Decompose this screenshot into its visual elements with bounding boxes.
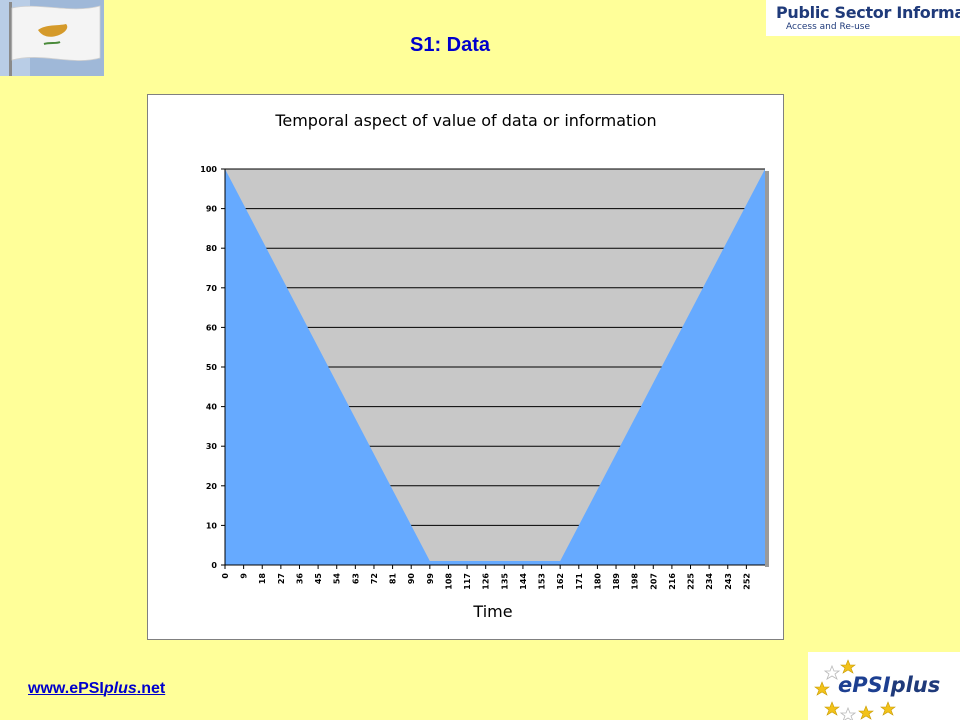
slide-title: S1: Data — [409, 34, 491, 56]
x-tick-label: 144 — [519, 573, 528, 590]
y-tick-label: 50 — [206, 363, 218, 372]
star-icon — [814, 681, 830, 696]
y-tick-label: 70 — [206, 284, 218, 293]
y-tick-label: 90 — [206, 205, 218, 214]
plot-shadow — [765, 171, 769, 567]
area-chart: Temporal aspect of value of data or info… — [200, 111, 769, 621]
y-tick-label: 40 — [206, 403, 218, 412]
footer-link-prefix: www.ePSI — [28, 680, 104, 697]
star-icon — [824, 701, 840, 716]
y-tick-label: 30 — [206, 442, 218, 451]
x-tick-label: 0 — [221, 573, 230, 579]
x-tick-label: 243 — [724, 573, 733, 590]
x-tick-label: 171 — [575, 573, 584, 590]
x-tick-label: 225 — [687, 573, 696, 590]
epsi-logo-suffix: plus — [890, 673, 941, 697]
x-tick-label: 27 — [277, 573, 286, 584]
x-tick-label: 18 — [258, 573, 267, 585]
y-tick-label: 20 — [206, 482, 218, 491]
x-tick-label: 90 — [407, 573, 416, 585]
epsiplus-website-link[interactable]: www.ePSIplus.net — [28, 680, 165, 698]
x-tick-label: 99 — [426, 573, 435, 585]
star-outline-icon — [823, 664, 841, 680]
psi-logo-title: Public Sector Information — [776, 3, 960, 22]
x-tick-label: 180 — [593, 573, 602, 590]
x-tick-label: 135 — [500, 573, 509, 590]
psi-logo: Public Sector Information Access and Re-… — [766, 0, 960, 36]
footer-link-suffix: .net — [136, 680, 166, 697]
psi-logo-subtitle: Access and Re-use — [786, 22, 871, 32]
x-tick-label: 108 — [444, 573, 453, 590]
y-tick-label: 0 — [211, 561, 217, 570]
star-outline-icon — [839, 706, 857, 720]
x-tick-label: 63 — [351, 573, 360, 584]
x-tick-label: 45 — [314, 573, 323, 585]
x-tick-label: 252 — [742, 573, 751, 590]
cyprus-flag-image — [0, 0, 104, 76]
y-tick-label: 80 — [206, 244, 218, 253]
star-icon — [840, 659, 856, 674]
chart-title: Temporal aspect of value of data or info… — [274, 111, 656, 130]
x-tick-label: 153 — [538, 573, 547, 590]
x-tick-label: 126 — [482, 573, 491, 590]
x-tick-label: 54 — [333, 573, 342, 585]
star-icon — [880, 701, 896, 716]
x-axis-label: Time — [472, 602, 512, 621]
x-tick-label: 207 — [649, 573, 658, 590]
epsi-logo-prefix: ePSI — [838, 673, 891, 697]
x-tick-label: 72 — [370, 573, 379, 584]
x-tick-label: 117 — [463, 573, 472, 590]
area-series-0 — [225, 169, 765, 565]
x-tick-label: 234 — [705, 573, 714, 590]
star-icon — [858, 705, 874, 720]
epsiplus-logo: ePSIplus — [808, 652, 960, 720]
y-tick-label: 10 — [206, 521, 218, 530]
x-tick-label: 81 — [389, 573, 398, 585]
x-tick-label: 189 — [612, 573, 621, 590]
footer-link-italic: plus — [103, 680, 137, 697]
epsiplus-logo-text: ePSIplus — [838, 673, 940, 697]
x-tick-label: 9 — [240, 573, 249, 579]
x-tick-label: 198 — [631, 573, 640, 590]
chart-panel: Temporal aspect of value of data or info… — [147, 94, 784, 640]
x-tick-label: 36 — [295, 573, 304, 585]
y-tick-label: 100 — [200, 165, 217, 174]
y-tick-label: 60 — [206, 323, 218, 332]
x-tick-label: 162 — [556, 573, 565, 590]
x-tick-label: 216 — [668, 573, 677, 590]
